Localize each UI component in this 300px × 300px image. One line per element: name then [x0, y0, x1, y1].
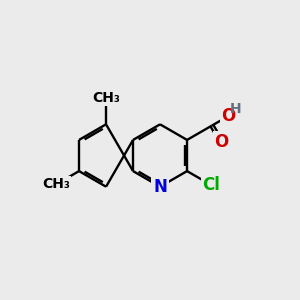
Text: Cl: Cl [202, 176, 220, 194]
Text: N: N [153, 178, 167, 196]
Text: O: O [214, 133, 229, 151]
Text: O: O [221, 107, 236, 125]
Text: H: H [230, 102, 241, 116]
Text: CH₃: CH₃ [42, 177, 70, 191]
Text: CH₃: CH₃ [92, 91, 120, 105]
